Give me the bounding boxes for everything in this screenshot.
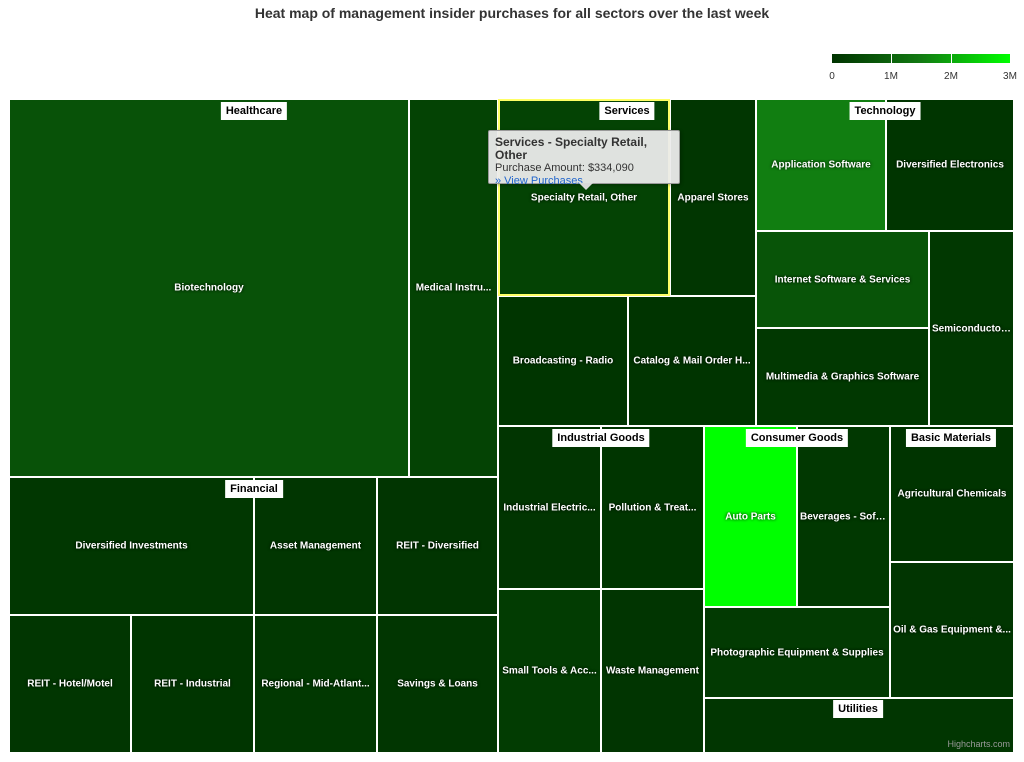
treemap-cell-reit-hotel-motel[interactable]: REIT - Hotel/Motel (9, 615, 131, 753)
legend-gradient-bar (832, 54, 1010, 63)
treemap-cell-label: Agricultural Chemicals (897, 488, 1007, 500)
legend-tick-separator (951, 54, 952, 63)
treemap-cell-label: Small Tools & Acc... (502, 665, 597, 677)
treemap-cell-label: Broadcasting - Radio (512, 355, 614, 367)
treemap-cell-label: Photographic Equipment & Supplies (710, 647, 884, 658)
tooltip: Services - Specialty Retail, Other Purch… (488, 130, 680, 190)
treemap-cell-specialty-retail-other[interactable]: Specialty Retail, Other (498, 99, 670, 296)
treemap-cell-label: Medical Instru... (415, 282, 492, 294)
treemap-cell-internet-software-services[interactable]: Internet Software & Services (756, 231, 929, 328)
sector-label-basic-materials: Basic Materials (905, 429, 997, 447)
treemap-cell-oil-gas-equipment[interactable]: Oil & Gas Equipment &... (890, 562, 1014, 698)
treemap-cell-label: Oil & Gas Equipment &... (893, 624, 1011, 636)
treemap-cell-catalog-mail-order-h[interactable]: Catalog & Mail Order H... (628, 296, 756, 426)
treemap-cell-label: Auto Parts (725, 511, 776, 522)
treemap-cell-reit-industrial[interactable]: REIT - Industrial (131, 615, 254, 753)
sector-label-industrial-goods: Industrial Goods (552, 429, 650, 447)
treemap-cell-label: Industrial Electric... (503, 502, 596, 513)
treemap-cell-auto-parts[interactable]: Auto Parts (704, 426, 797, 607)
treemap-cell-waste-management[interactable]: Waste Management (601, 589, 704, 753)
sector-label-services: Services (599, 102, 655, 120)
treemap-cell-label: Diversified Electronics (896, 159, 1004, 171)
highcharts-credits[interactable]: Highcharts.com (947, 739, 1010, 749)
treemap-cell-label: Biotechnology (174, 282, 244, 294)
treemap-cell-diversified-investments[interactable]: Diversified Investments (9, 477, 254, 615)
sector-label-financial: Financial (225, 480, 283, 498)
treemap-cell-label: Regional - Mid-Atlant... (261, 678, 370, 690)
tooltip-amount: Purchase Amount: $334,090 (495, 162, 634, 174)
treemap-cell-industrial-electric[interactable]: Industrial Electric... (498, 426, 601, 589)
treemap-cell-label: Multimedia & Graphics Software (765, 371, 920, 383)
treemap-cell-regional-mid-atlant[interactable]: Regional - Mid-Atlant... (254, 615, 377, 753)
treemap-cell-beverages-soft[interactable]: Beverages - Soft... (797, 426, 890, 607)
treemap-cell-label: Asset Management (269, 540, 362, 552)
treemap-cell-savings-loans[interactable]: Savings & Loans (377, 615, 498, 753)
treemap-cell-semiconductor[interactable]: Semiconductor... (929, 231, 1014, 426)
treemap-cell-label: Semiconductor... (932, 323, 1013, 334)
treemap-cell-pollution-treat[interactable]: Pollution & Treat... (601, 426, 704, 589)
treemap-cell-label: REIT - Industrial (154, 678, 231, 690)
treemap-plot: Biotechnology Medical Instru... Healthcare… (9, 99, 1014, 753)
treemap-cell-application-software[interactable]: Application Software (756, 99, 886, 231)
treemap-cell-label: Waste Management (606, 665, 699, 677)
treemap-cell-label: Internet Software & Services (774, 274, 911, 285)
treemap-cell-small-tools-acc[interactable]: Small Tools & Acc... (498, 589, 601, 753)
chart-title: Heat map of management insider purchases… (254, 5, 770, 21)
treemap-cell-diversified-electronics[interactable]: Diversified Electronics (886, 99, 1014, 231)
treemap-cell-label: Specialty Retail, Other (530, 192, 638, 203)
color-legend: 0 1M 2M 3M (829, 54, 1017, 88)
treemap-cell-label: Pollution & Treat... (608, 502, 697, 513)
legend-tick-label: 0 (829, 71, 835, 82)
treemap-cell-reit-diversified[interactable]: REIT - Diversified (377, 477, 498, 615)
treemap-cell-utilities[interactable] (704, 698, 1014, 753)
legend-tick-separator (891, 54, 892, 63)
treemap-cell-label: REIT - Hotel/Motel (27, 678, 113, 690)
legend-tick-label: 2M (944, 71, 958, 82)
legend-tick-label: 3M (1003, 71, 1017, 82)
treemap-cell-medical-instru[interactable]: Medical Instru... (409, 99, 498, 477)
tooltip-title: Services - Specialty Retail, Other (495, 135, 648, 162)
treemap-cell-label: Application Software (771, 159, 871, 171)
treemap-cell-label: Savings & Loans (397, 678, 478, 690)
treemap-cell-multimedia-graphics-software[interactable]: Multimedia & Graphics Software (756, 328, 929, 426)
sector-label-technology: Technology (849, 102, 921, 120)
treemap-cell-biotechnology[interactable]: Biotechnology (9, 99, 409, 477)
treemap-cell-broadcasting-radio[interactable]: Broadcasting - Radio (498, 296, 628, 426)
tooltip-arrow (579, 183, 593, 190)
view-purchases-link[interactable]: » View Purchases (495, 175, 583, 187)
treemap-cell-photographic-equipment-supplies[interactable]: Photographic Equipment & Supplies (704, 607, 890, 698)
treemap-cell-agricultural-chemicals[interactable]: Agricultural Chemicals (890, 426, 1014, 562)
treemap-cell-asset-management[interactable]: Asset Management (254, 477, 377, 615)
treemap-cell-label: Diversified Investments (75, 540, 188, 552)
legend-tick-label: 1M (884, 71, 898, 82)
treemap-cell-apparel-stores[interactable]: Apparel Stores (670, 99, 756, 296)
sector-label-consumer-goods: Consumer Goods (745, 429, 849, 447)
treemap-cell-label: REIT - Diversified (396, 540, 479, 552)
treemap-cell-label: Beverages - Soft... (800, 511, 888, 522)
treemap-cell-label: Catalog & Mail Order H... (633, 355, 751, 367)
treemap-cell-label: Apparel Stores (677, 192, 749, 203)
sector-label-utilities: Utilities (833, 700, 883, 718)
sector-label-healthcare: Healthcare (220, 102, 288, 120)
